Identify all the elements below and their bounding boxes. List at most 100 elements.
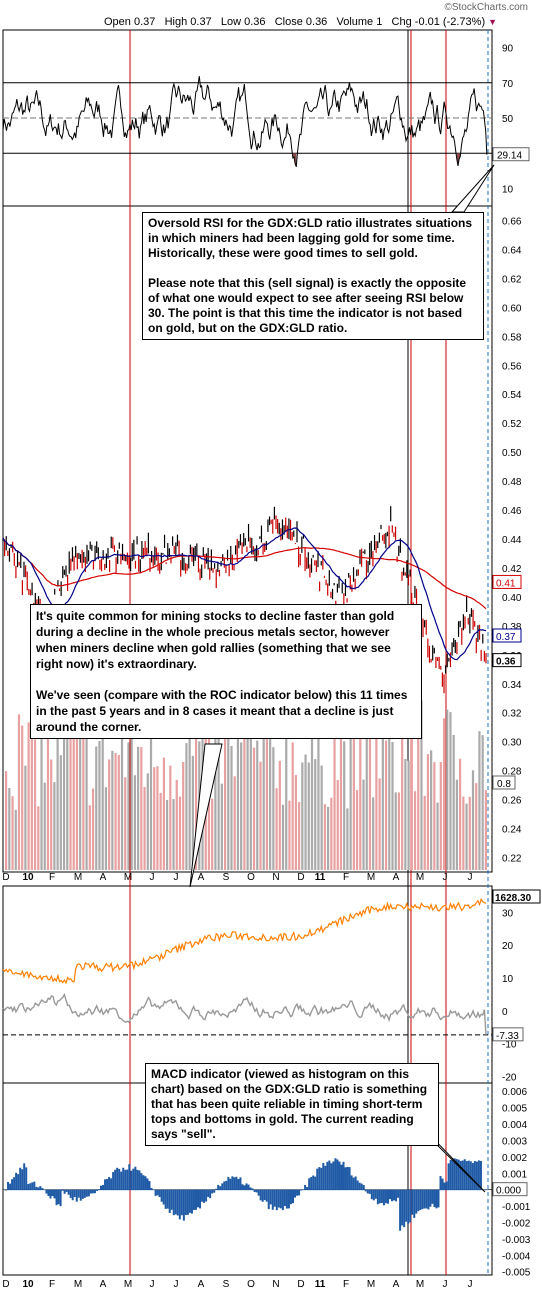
volume-bar [72, 731, 75, 870]
macd-histogram-bar [399, 1189, 402, 1231]
volume-last-value-box [492, 775, 516, 790]
price-tick-label: 0.30 [502, 738, 522, 749]
xaxis-tick-label: 11 [315, 1279, 326, 1290]
macd-histogram-bar [3, 1189, 5, 1191]
rsi-line [2, 76, 488, 167]
panel-frame-roc [2, 885, 493, 1084]
macd-histogram-bar [372, 1189, 375, 1201]
macd-histogram-bar [154, 1189, 157, 1196]
macd-histogram-bar [215, 1188, 218, 1191]
rsi-annotation-text-2: Please note that this (sell signal) is e… [148, 276, 467, 335]
volume-bar [85, 722, 88, 870]
volume-bar [272, 747, 275, 870]
volume-bar [133, 775, 136, 870]
macd-histogram-bar [73, 1189, 76, 1198]
macd-histogram-bar [184, 1189, 187, 1216]
macd-histogram-bar [461, 1160, 464, 1191]
roc-tick-label: 0 [502, 1007, 508, 1018]
volume-bar [404, 758, 407, 870]
macd-histogram-bar [352, 1177, 355, 1191]
price-tick-label: 0.56 [502, 361, 522, 372]
volume-bar [153, 767, 156, 870]
macd-histogram-bar [95, 1189, 98, 1191]
macd-histogram-bar [395, 1189, 398, 1202]
volume-bar [452, 734, 455, 870]
volume-bar [397, 792, 401, 870]
macd-histogram-bar [112, 1172, 115, 1191]
macd-histogram-bar [370, 1189, 373, 1200]
macd-histogram-bar [126, 1169, 129, 1191]
macd-histogram-bar [164, 1189, 167, 1209]
xaxis-tick-label: 10 [22, 872, 34, 883]
volume-bar [362, 779, 365, 870]
volume-bar [278, 760, 281, 870]
volume-bar [53, 782, 56, 870]
macd-histogram-bar [340, 1164, 343, 1191]
macd-histogram-bar [249, 1187, 252, 1191]
volume-bar [310, 711, 314, 870]
macd-histogram-bar [116, 1167, 119, 1191]
rsi-last-value-label: 29.14 [497, 151, 522, 162]
volume-bar [442, 718, 446, 870]
volume-bar [46, 720, 50, 870]
macd-tick-label: -0.001 [502, 1202, 531, 1213]
macd-tick-label: 0.002 [502, 1153, 527, 1164]
volume-bar [436, 802, 439, 870]
volume-value: 1 [376, 16, 383, 28]
macd-histogram-bar [287, 1189, 290, 1209]
macd-histogram-bar [336, 1159, 339, 1191]
macd-histogram-bar [411, 1189, 414, 1215]
volume-bar [455, 779, 458, 870]
roc-tick-label: 20 [502, 941, 514, 952]
macd-histogram-bar [122, 1167, 125, 1191]
macd-histogram-bar [203, 1189, 206, 1203]
price-tick-label: 0.52 [502, 419, 522, 430]
volume-bar [349, 709, 352, 870]
macd-histogram-bar [35, 1186, 38, 1191]
macd-histogram-bar [310, 1176, 313, 1191]
volume-bar [304, 754, 307, 870]
macd-histogram-bar [320, 1167, 323, 1191]
xaxis-tick-label: M [124, 872, 132, 883]
volume-bar [394, 792, 397, 870]
macd-histogram-bar [393, 1189, 396, 1201]
xaxis-tick-label: O [247, 1279, 255, 1290]
volume-bar [433, 762, 436, 870]
macd-histogram-bar [13, 1177, 16, 1191]
macd-histogram-bar [298, 1189, 301, 1196]
volume-bar [127, 742, 130, 870]
low-value: 0.36 [244, 16, 266, 28]
macd-histogram-bar [15, 1172, 18, 1191]
volume-bar [420, 700, 423, 870]
macd-histogram-bar [455, 1159, 458, 1191]
volume-bar [269, 728, 272, 870]
xaxis-tick-label: D [2, 1279, 9, 1290]
volume-bar [159, 792, 162, 870]
volume-bar [175, 779, 178, 870]
macd-tick-label: -0.004 [502, 1251, 531, 1262]
macd-histogram-bar [223, 1181, 226, 1191]
macd-histogram-bar [334, 1158, 337, 1191]
macd-histogram-bar [213, 1189, 216, 1193]
macd-histogram-bar [421, 1189, 424, 1210]
macd-histogram-bar [102, 1184, 105, 1191]
volume-bar [291, 742, 294, 870]
macd-histogram-bar [53, 1189, 56, 1199]
roc-tick-label: 30 [502, 908, 514, 919]
volume-bar [481, 735, 484, 870]
rsi-annotation-pointer [450, 164, 495, 213]
volume-bar [381, 725, 384, 870]
xaxis-tick-label: A [393, 872, 400, 883]
macd-tick-label: -0.003 [502, 1235, 531, 1246]
macd-tick-label: 0.005 [502, 1104, 527, 1115]
volume-bar [101, 714, 104, 870]
macd-histogram-bar [229, 1178, 232, 1191]
volume-bar [249, 716, 252, 870]
volume-bar [111, 750, 114, 870]
roc-tick-label: -20 [502, 1072, 517, 1083]
macd-histogram-bar [39, 1186, 42, 1191]
volume-bar [317, 702, 320, 870]
macd-last-value-label: 0.000 [496, 1186, 521, 1197]
roc-tick-label: 10 [502, 974, 514, 985]
macd-histogram-bar [190, 1189, 193, 1214]
